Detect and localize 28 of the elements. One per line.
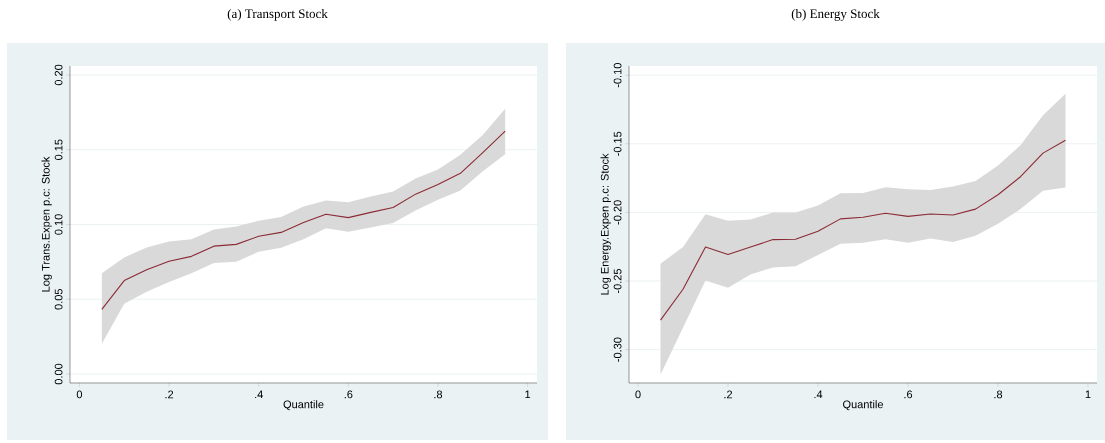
x-tick-label: .8	[994, 390, 1003, 399]
y-tick-label: 0.00	[54, 363, 63, 385]
x-axis-title: Quantile	[843, 400, 883, 411]
y-axis-title: Log Energy.Expen p.c: Stock	[600, 153, 611, 295]
y-tick-label: -0.20	[613, 200, 622, 225]
x-tick-label: 0	[76, 390, 83, 399]
y-tick-label: -0.15	[613, 131, 622, 156]
y-tick-label: -0.30	[613, 337, 622, 362]
x-tick-label: .8	[434, 390, 443, 399]
x-tick-label: 0	[635, 390, 641, 399]
x-tick-label: 1	[1085, 390, 1091, 399]
x-tick-label: .2	[165, 390, 174, 399]
x-tick-label: .6	[904, 390, 913, 399]
x-axis-title: Quantile	[283, 400, 324, 411]
x-tick-label: .6	[344, 390, 353, 399]
x-tick-label: .4	[814, 390, 823, 399]
y-tick-label: -0.25	[613, 268, 622, 294]
y-tick-label: 0.15	[54, 139, 63, 160]
y-axis-title: Log Trans.Expen p.c: Stock	[41, 156, 52, 292]
chart-title: (b) Energy Stock	[791, 8, 880, 21]
y-tick-label: -0.10	[613, 63, 622, 88]
chart-title: (a) Transport Stock	[227, 8, 328, 21]
x-tick-label: 1	[525, 390, 531, 399]
y-tick-label: 0.20	[54, 64, 63, 86]
y-tick-label: 0.10	[54, 214, 63, 235]
x-tick-label: .2	[724, 390, 733, 399]
y-tick-label: 0.05	[54, 289, 63, 310]
x-tick-label: .4	[255, 390, 263, 399]
